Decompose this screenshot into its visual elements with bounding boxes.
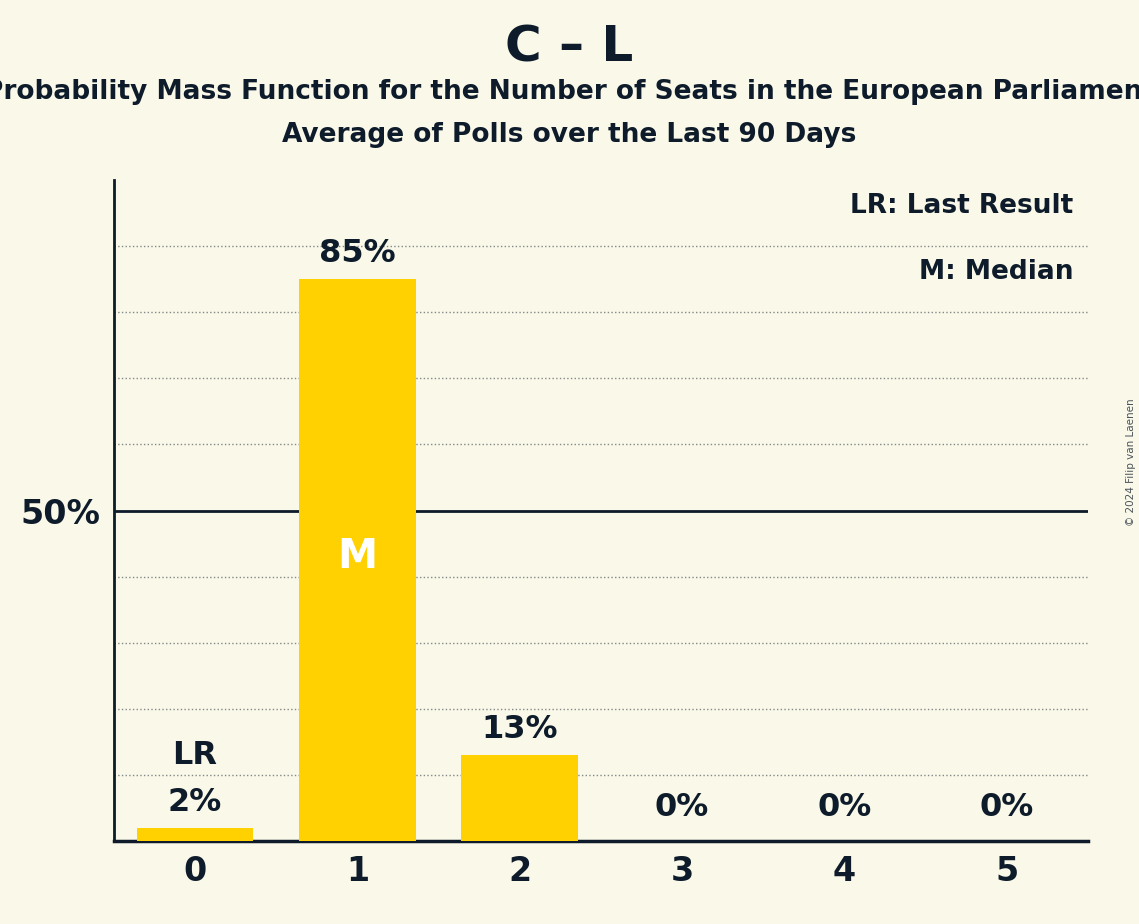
Text: 13%: 13% [482,714,558,745]
Text: LR: Last Result: LR: Last Result [850,193,1073,219]
Text: 85%: 85% [319,238,395,270]
Text: 0%: 0% [655,792,710,823]
Text: C – L: C – L [506,23,633,71]
Text: Probability Mass Function for the Number of Seats in the European Parliament: Probability Mass Function for the Number… [0,79,1139,104]
Text: M: M [337,537,377,577]
Bar [137,828,254,841]
Text: 0%: 0% [980,792,1034,823]
Bar [461,755,579,841]
Text: 2%: 2% [167,786,222,818]
Text: LR: LR [172,740,218,772]
Text: M: Median: M: Median [919,260,1073,286]
Text: Average of Polls over the Last 90 Days: Average of Polls over the Last 90 Days [282,122,857,148]
Text: 0%: 0% [817,792,871,823]
Text: © 2024 Filip van Laenen: © 2024 Filip van Laenen [1125,398,1136,526]
Bar [298,279,416,841]
